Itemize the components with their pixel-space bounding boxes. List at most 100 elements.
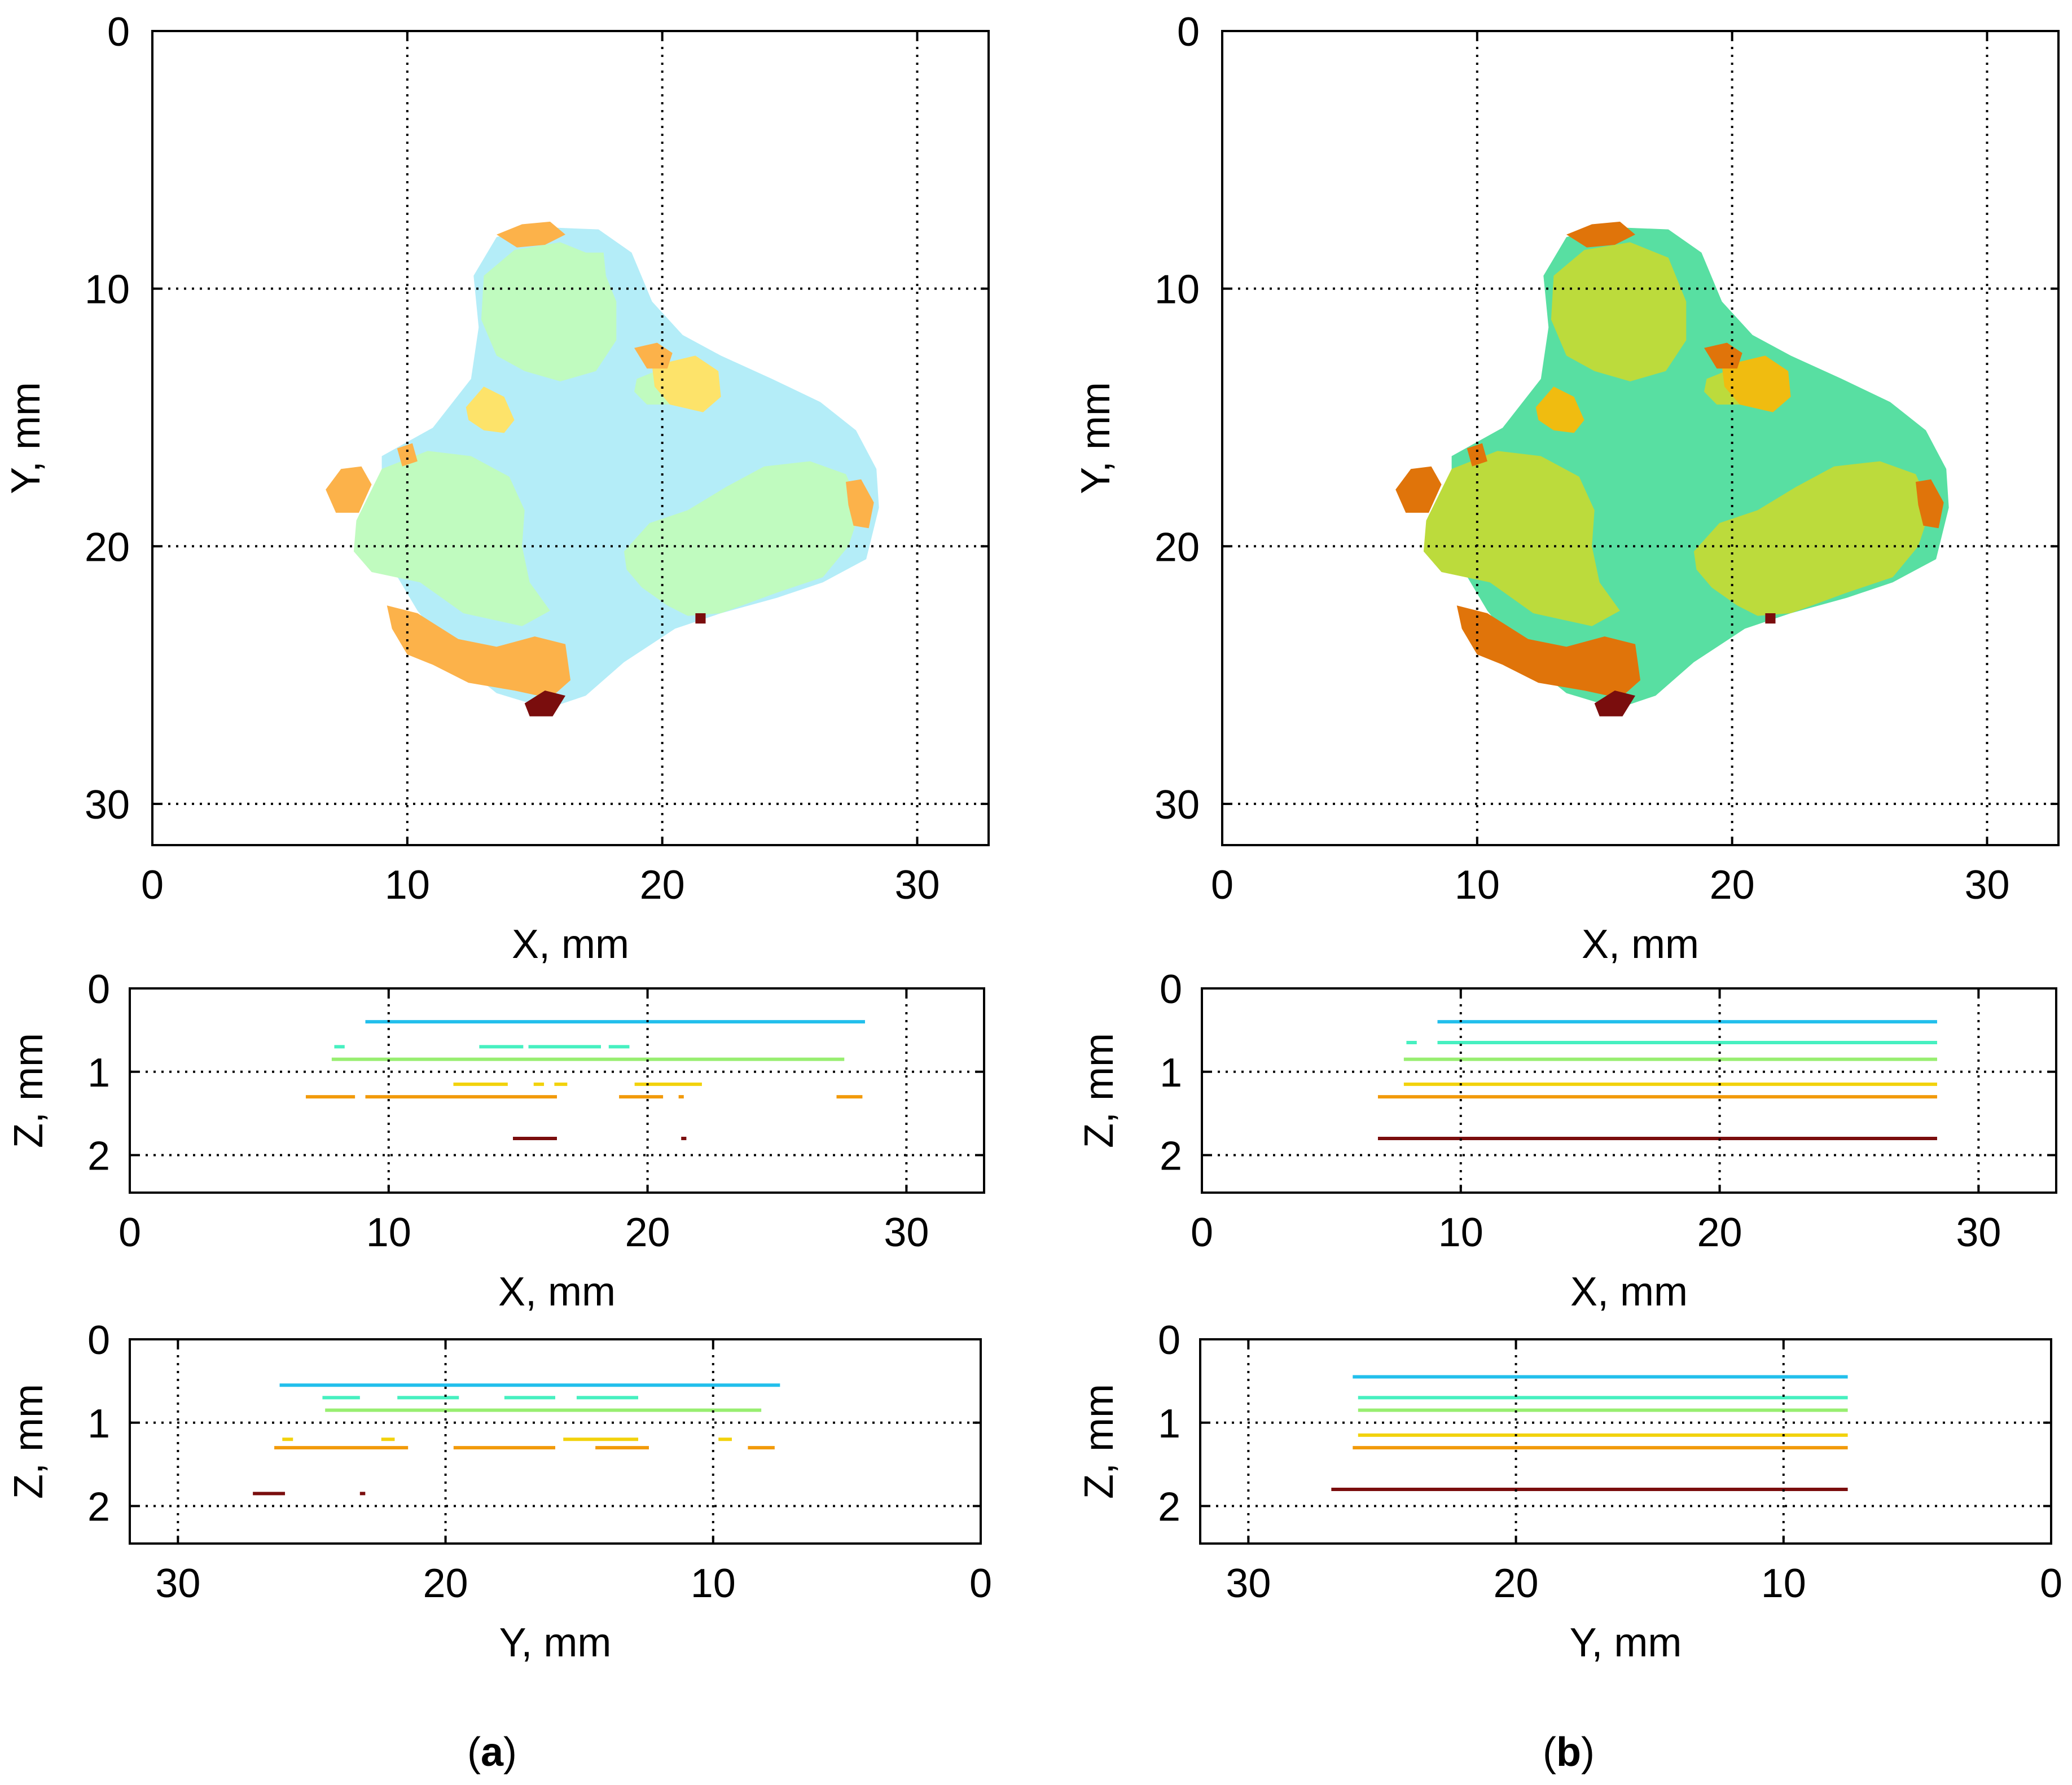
panel-letter-b: b xyxy=(1556,1730,1581,1775)
region-grain xyxy=(624,461,862,616)
panel-open-paren: ( xyxy=(467,1730,481,1775)
x-tick-label: 0 xyxy=(2040,1561,2062,1606)
panel-close-paren: ) xyxy=(1581,1730,1595,1775)
axes-frame xyxy=(1199,1338,2052,1545)
y-tick-label: 20 xyxy=(85,525,130,570)
y-tick-label: 1 xyxy=(1158,1401,1180,1447)
y-tick-label: 30 xyxy=(1154,782,1200,828)
region-grain xyxy=(1535,386,1584,433)
x-tick-label: 10 xyxy=(1455,863,1500,908)
region-grain xyxy=(1551,242,1687,381)
panel-label-a: (a) xyxy=(467,1730,517,1775)
plot-area xyxy=(1202,988,2056,1193)
x-tick-label: 10 xyxy=(1761,1561,1806,1606)
x-tick-label: 30 xyxy=(894,863,940,908)
y-tick-label: 2 xyxy=(87,1134,110,1179)
y-axis-label: Z, mm xyxy=(6,1384,51,1499)
x-tick-label: 0 xyxy=(1211,863,1233,908)
y-axis-label: Y, mm xyxy=(1073,382,1118,494)
x-tick-label: 20 xyxy=(625,1210,670,1255)
y-tick-label: 10 xyxy=(85,267,130,313)
x-axis-label: X, mm xyxy=(1582,922,1699,967)
region-grain xyxy=(846,479,874,529)
x-tick-label: 0 xyxy=(1191,1210,1213,1255)
y-tick-label: 0 xyxy=(87,1318,110,1363)
x-tick-label: 30 xyxy=(1226,1561,1271,1606)
region-grain xyxy=(586,252,607,279)
y-tick-label: 1 xyxy=(1160,1050,1182,1096)
panel-letter-a: a xyxy=(481,1730,504,1775)
panel-open-paren: ( xyxy=(1543,1730,1556,1775)
y-tick-label: 2 xyxy=(1160,1134,1182,1179)
x-tick-label: 20 xyxy=(1494,1561,1539,1606)
x-axis-label: Y, mm xyxy=(1570,1620,1682,1665)
y-tick-label: 0 xyxy=(1158,1318,1180,1363)
y-tick-label: 0 xyxy=(1160,967,1182,1012)
x-tick-label: 30 xyxy=(884,1210,929,1255)
y-tick-label: 0 xyxy=(1177,10,1200,55)
region-grain xyxy=(1423,451,1620,626)
region-grain xyxy=(1722,355,1791,412)
x-tick-label: 0 xyxy=(118,1210,141,1255)
x-tick-label: 0 xyxy=(141,863,164,908)
region-grain xyxy=(1765,613,1776,624)
x-tick-label: 0 xyxy=(969,1561,992,1606)
region-grain xyxy=(466,386,515,433)
x-axis-label: X, mm xyxy=(498,1269,616,1314)
plot-area xyxy=(130,988,984,1193)
y-tick-label: 1 xyxy=(87,1401,110,1447)
x-axis-label: X, mm xyxy=(512,922,629,967)
region-grain xyxy=(326,466,372,513)
y-tick-label: 0 xyxy=(107,10,130,55)
y-tick-label: 30 xyxy=(85,782,130,828)
region-grain xyxy=(1594,691,1635,716)
region-grain xyxy=(1566,221,1635,248)
x-tick-label: 20 xyxy=(423,1561,468,1606)
axes-frame xyxy=(129,987,985,1194)
y-axis-label: Y, mm xyxy=(3,382,49,494)
y-tick-label: 20 xyxy=(1154,525,1200,570)
region-grain xyxy=(1467,443,1487,467)
x-tick-label: 30 xyxy=(1956,1210,2001,1255)
chart-a-yz: 30 20 10 0 0 1 2 Y, mm Z, mm xyxy=(6,1318,992,1665)
region-grain xyxy=(497,221,565,248)
y-tick-label: 1 xyxy=(87,1050,110,1096)
x-tick-label: 10 xyxy=(1438,1210,1483,1255)
x-tick-label: 20 xyxy=(1710,863,1755,908)
x-axis-label: X, mm xyxy=(1570,1269,1688,1314)
y-tick-label: 10 xyxy=(1154,267,1200,313)
x-axis-label: Y, mm xyxy=(499,1620,612,1665)
chart-b-yz: 30 20 10 0 0 1 2 Y, mm Z, mm xyxy=(1077,1318,2062,1665)
region-grain xyxy=(1916,479,1944,529)
region-grain xyxy=(524,691,565,716)
axes-frame xyxy=(1221,30,2060,846)
region-grain xyxy=(387,605,570,698)
chart-b-xz: 0 10 20 30 0 1 2 X, mm Z, mm xyxy=(1077,967,2057,1314)
y-tick-label: 0 xyxy=(87,967,110,1012)
plot-area xyxy=(1200,1339,2051,1544)
region-grain xyxy=(397,443,418,467)
chart-a-xz: 0 10 20 30 0 1 2 X, mm Z, mm xyxy=(6,967,985,1314)
x-tick-label: 20 xyxy=(640,863,685,908)
y-axis-label: Z, mm xyxy=(1077,1033,1122,1148)
x-tick-label: 10 xyxy=(385,863,430,908)
axes-frame xyxy=(129,1338,982,1545)
y-axis-label: Z, mm xyxy=(6,1033,51,1148)
region-grain xyxy=(695,613,706,624)
panel-close-paren: ) xyxy=(503,1730,517,1775)
region-grain xyxy=(1456,605,1640,698)
axes-frame xyxy=(151,30,990,846)
region-grain xyxy=(1395,466,1442,513)
x-tick-label: 30 xyxy=(155,1561,200,1606)
x-tick-label: 20 xyxy=(1697,1210,1742,1255)
plot-area xyxy=(130,1339,981,1544)
x-tick-label: 30 xyxy=(1964,863,2009,908)
x-tick-label: 10 xyxy=(366,1210,411,1255)
region-grain xyxy=(1693,461,1931,616)
y-tick-label: 2 xyxy=(87,1485,110,1530)
y-axis-label: Z, mm xyxy=(1077,1384,1122,1499)
region-grain xyxy=(652,355,721,412)
